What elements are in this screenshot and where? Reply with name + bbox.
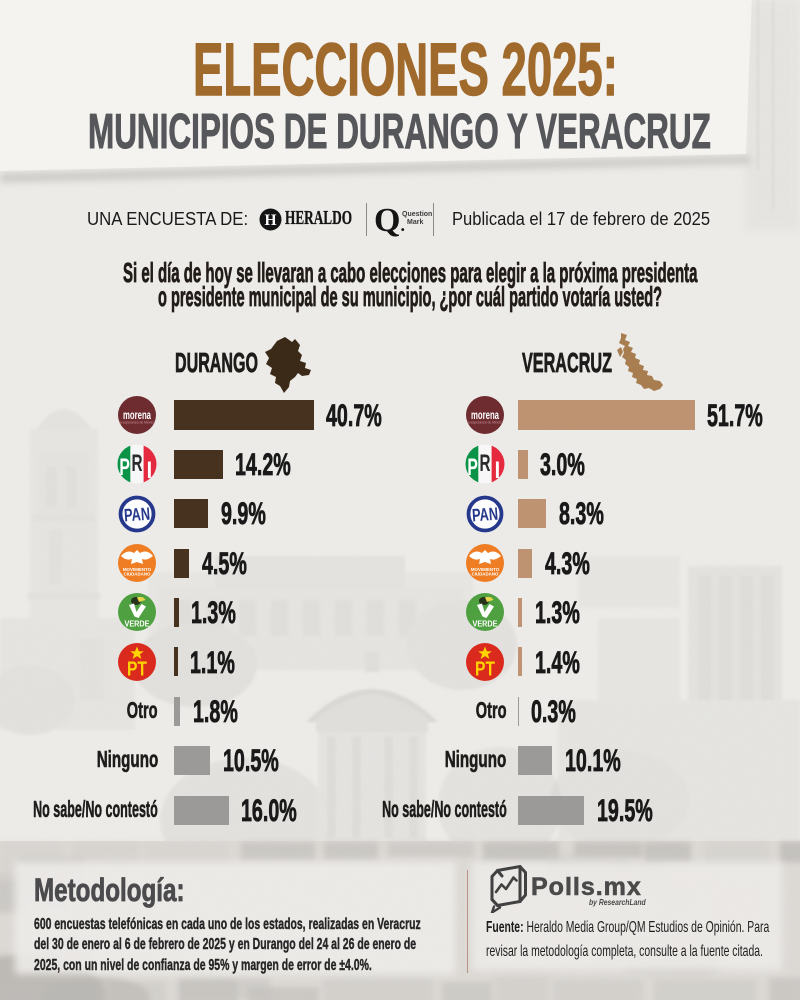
svg-text:MOVIMIENTO: MOVIMIENTO — [471, 567, 500, 572]
svg-text:morena: morena — [123, 408, 151, 422]
svg-text:PAN: PAN — [123, 504, 150, 526]
svg-text:la esperanza de México: la esperanza de México — [119, 421, 155, 425]
svg-text:la esperanza de México: la esperanza de México — [467, 421, 503, 425]
svg-text:CIUDADANO: CIUDADANO — [124, 572, 151, 577]
svg-text:morena: morena — [471, 408, 499, 422]
svg-text:I: I — [147, 457, 153, 484]
svg-text:R: R — [132, 450, 143, 477]
svg-text:PT: PT — [475, 659, 495, 681]
svg-text:VERDE: VERDE — [125, 619, 150, 629]
svg-text:I: I — [495, 457, 501, 484]
svg-text:P: P — [467, 454, 478, 481]
svg-text:CIUDADANO: CIUDADANO — [472, 572, 499, 577]
svg-text:MOVIMIENTO: MOVIMIENTO — [123, 567, 152, 572]
svg-text:PAN: PAN — [471, 504, 498, 526]
svg-text:R: R — [480, 450, 491, 477]
svg-text:VERDE: VERDE — [473, 619, 498, 629]
svg-text:H: H — [264, 212, 276, 229]
svg-text:P: P — [119, 454, 130, 481]
svg-text:PT: PT — [127, 659, 147, 681]
